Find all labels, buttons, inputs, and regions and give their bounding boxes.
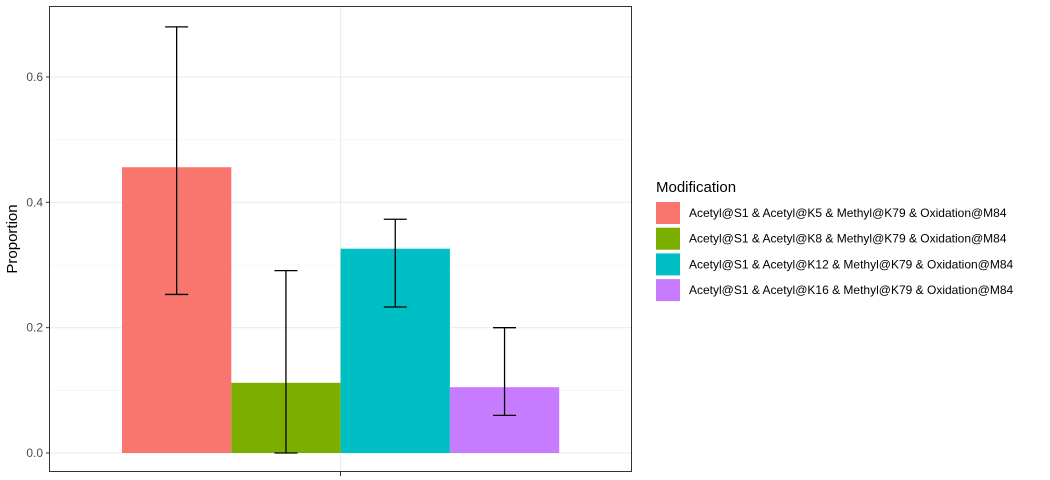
legend-label: Acetyl@S1 & Acetyl@K12 & Methyl@K79 & Ox… [689, 257, 1014, 271]
y-tick-label: 0.2 [26, 321, 43, 335]
legend-label: Acetyl@S1 & Acetyl@K8 & Methyl@K79 & Oxi… [689, 232, 1007, 246]
y-tick-label: 0.0 [26, 446, 43, 460]
y-axis-title: Proportion [4, 204, 21, 273]
y-tick-label: 0.6 [26, 70, 43, 84]
y-tick-label: 0.4 [26, 195, 43, 209]
legend-swatch [656, 202, 680, 224]
legend-title: Modification [656, 179, 736, 196]
legend-swatch [656, 227, 680, 250]
error-bars [165, 26, 517, 454]
legend-label: Acetyl@S1 & Acetyl@K5 & Methyl@K79 & Oxi… [689, 206, 1007, 220]
legend-label: Acetyl@S1 & Acetyl@K16 & Methyl@K79 & Ox… [689, 283, 1014, 297]
legend-swatch [656, 253, 680, 276]
legend: Modification Acetyl@S1 & Acetyl@K5 & Met… [656, 179, 1014, 302]
legend-swatch [656, 279, 680, 302]
axes: 0.0 0.2 0.4 0.6 [26, 70, 341, 476]
